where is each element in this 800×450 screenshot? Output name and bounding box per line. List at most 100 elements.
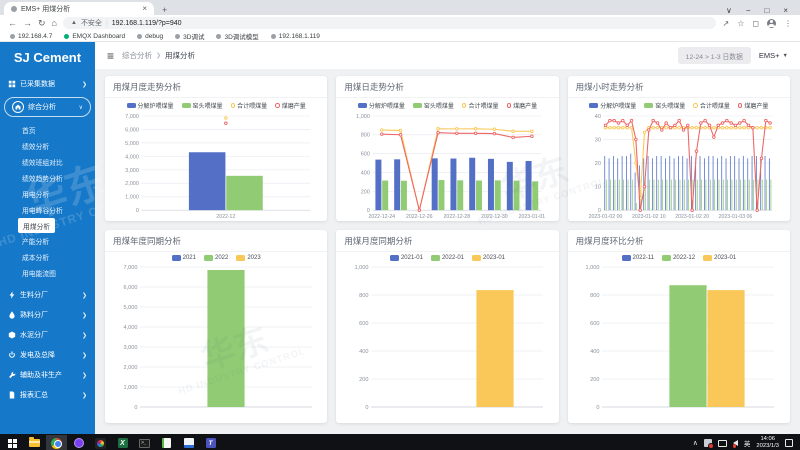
svg-text:2022-12-26: 2022-12-26 (406, 214, 433, 220)
svg-text:600: 600 (361, 152, 370, 158)
browser-tab-strip: EMS+ 用煤分析 × + ∨ − □ × (0, 0, 800, 15)
reload-button[interactable]: ↻ (38, 19, 46, 28)
bookmark-item[interactable]: 3D调试 (175, 31, 204, 41)
taskbar-teams-icon[interactable]: T (200, 435, 221, 450)
sidebar-subitem-item[interactable]: 成本分析 (0, 249, 95, 265)
bookmark-item[interactable]: 3D调试模型 (216, 31, 258, 41)
legend-item[interactable]: 2022-01 (431, 255, 464, 261)
sidebar-section-item[interactable]: 辅助及非生产 ❯ (0, 365, 95, 385)
taskbar-purple-icon[interactable] (68, 435, 89, 450)
breadcrumb-parent[interactable]: 综合分析 (122, 50, 152, 61)
bookmark-item[interactable]: EMQX Dashboard (64, 33, 125, 40)
window-close-button[interactable]: × (783, 6, 788, 15)
legend-bar-swatch (204, 255, 213, 261)
sidebar-subitem-item[interactable]: 绩效班组对比 (0, 154, 95, 170)
profile-avatar[interactable] (767, 19, 776, 28)
browser-tab[interactable]: EMS+ 用煤分析 × (4, 2, 154, 15)
window-maximize-button[interactable]: □ (764, 6, 769, 15)
tray-app-badge-icon[interactable] (704, 439, 712, 447)
bookmark-item[interactable]: 192.168.4.7 (10, 33, 52, 40)
home-button[interactable]: ⌂ (52, 19, 57, 28)
tray-display-icon[interactable] (718, 440, 727, 447)
legend-item[interactable]: 2021 (172, 255, 196, 261)
back-button[interactable]: ← (8, 19, 17, 28)
legend-item[interactable]: 分解炉喂煤量 (589, 101, 636, 110)
bookmark-favicon (10, 34, 15, 39)
taskbar-chrome-icon[interactable] (46, 435, 67, 450)
legend-label: 2021 (183, 255, 196, 261)
sidebar-item-comprehensive-analysis[interactable]: 综合分析 ∨ (4, 97, 91, 117)
tray-chevron-up-icon[interactable]: ∧ (693, 439, 698, 447)
taskbar-colorwheel-icon[interactable] (90, 435, 111, 450)
bookmark-favicon (64, 34, 69, 39)
legend-item[interactable]: 2022-11 (622, 255, 655, 261)
ime-indicator[interactable]: 英 (744, 438, 751, 448)
sidebar-subitem-item[interactable]: 产能分析 (0, 233, 95, 249)
taskbar-notepad-icon[interactable] (156, 435, 177, 450)
legend-item[interactable]: 煤磨产量 (507, 101, 538, 110)
bookmark-star-icon[interactable]: ☆ (737, 19, 744, 28)
taskbar-terminal-icon[interactable]: >_ (134, 435, 155, 450)
legend-line-swatch (738, 103, 743, 108)
legend-item[interactable]: 2021-01 (390, 255, 423, 261)
sidebar-subitem-item[interactable]: 绩效分析 (0, 138, 95, 154)
window-minimize-button[interactable]: − (746, 6, 751, 15)
legend-item[interactable]: 窑头喂煤量 (413, 101, 454, 110)
legend-item[interactable]: 2022-12 (662, 255, 695, 261)
legend-item[interactable]: 分解炉喂煤量 (127, 101, 174, 110)
legend-bar-swatch (236, 255, 245, 261)
legend-item[interactable]: 分解炉喂煤量 (358, 101, 405, 110)
sidebar-section-item[interactable]: 熟料分厂 ❯ (0, 305, 95, 325)
sidebar-subitem-selected[interactable]: 用煤分析 (18, 218, 55, 233)
legend-label: 分解炉喂煤量 (138, 101, 174, 110)
url-field[interactable]: ▲ 不安全 | 192.168.1.119/?p=940 (63, 17, 717, 29)
legend-item[interactable]: 合计喂煤量 (231, 101, 268, 110)
hamburger-menu-icon[interactable]: ≡ (107, 50, 114, 62)
start-button[interactable] (2, 435, 23, 450)
legend-label: 2021-01 (401, 255, 423, 261)
legend-item[interactable]: 2023-01 (472, 255, 505, 261)
taskbar-explorer-icon[interactable] (24, 435, 45, 450)
legend-item[interactable]: 煤磨产量 (738, 101, 769, 110)
sidebar-section-item[interactable]: 发电及总降 ❯ (0, 345, 95, 365)
extension-icon[interactable]: ◻ (752, 19, 759, 28)
svg-text:2023-01-02 20: 2023-01-02 20 (676, 214, 710, 220)
sidebar-section-item[interactable]: 水泥分厂 ❯ (0, 325, 95, 345)
sidebar-subitem-item[interactable]: 用电峰谷分析 (0, 202, 95, 218)
legend-item[interactable]: 2022 (204, 255, 228, 261)
sidebar-subitem-item[interactable]: 绩效趋势分析 (0, 170, 95, 186)
legend-item[interactable]: 2023-01 (703, 255, 736, 261)
taskbar-time: 14:06 (760, 436, 775, 442)
legend-item[interactable]: 2023 (236, 255, 260, 261)
sidebar-subitem-item[interactable]: 用电分析 (0, 186, 95, 202)
legend-item[interactable]: 合计喂煤量 (462, 101, 499, 110)
sidebar-section-item[interactable]: 生料分厂 ❯ (0, 285, 95, 305)
profile-dropdown[interactable]: EMS+▼ (759, 51, 788, 60)
browser-menu-icon[interactable]: ⋮ (784, 19, 792, 28)
sidebar-subitem-item[interactable]: 首页 (0, 122, 95, 138)
month-ring-compare-chart: 02004006008001,000 (578, 262, 779, 418)
notification-center-icon[interactable] (785, 439, 793, 447)
new-tab-button[interactable]: + (162, 5, 167, 15)
svg-text:1,000: 1,000 (356, 114, 370, 120)
forward-button[interactable]: → (23, 19, 32, 28)
taskbar-bluedoc-icon[interactable] (178, 435, 199, 450)
sidebar-item-collected-data[interactable]: 已采集数据 ❯ (0, 74, 95, 94)
sidebar-subitem-item[interactable]: 用电能流图 (0, 265, 95, 281)
tray-volume-icon[interactable] (733, 440, 738, 446)
taskbar-excel-icon[interactable]: X (112, 435, 133, 450)
legend-item[interactable]: 煤磨产量 (275, 101, 306, 110)
share-icon[interactable]: ↗ (722, 19, 729, 28)
security-warning-icon[interactable]: ▲ (71, 20, 77, 26)
sidebar-section-item[interactable]: 报表汇总 ❯ (0, 385, 95, 405)
date-range-button[interactable]: 12-24 > 1-3 日数据 (678, 47, 751, 64)
tab-close-icon[interactable]: × (142, 4, 147, 13)
legend-item[interactable]: 合计喂煤量 (693, 101, 730, 110)
bookmark-item[interactable]: debug (137, 33, 163, 40)
bookmark-item[interactable]: 192.168.1.119 (271, 33, 320, 40)
window-menu-icon[interactable]: ∨ (726, 6, 732, 15)
taskbar-clock[interactable]: 14:06 2023/1/3 (756, 436, 779, 450)
svg-text:800: 800 (361, 133, 370, 139)
legend-item[interactable]: 窑头喂煤量 (182, 101, 223, 110)
legend-item[interactable]: 窑头喂煤量 (644, 101, 685, 110)
